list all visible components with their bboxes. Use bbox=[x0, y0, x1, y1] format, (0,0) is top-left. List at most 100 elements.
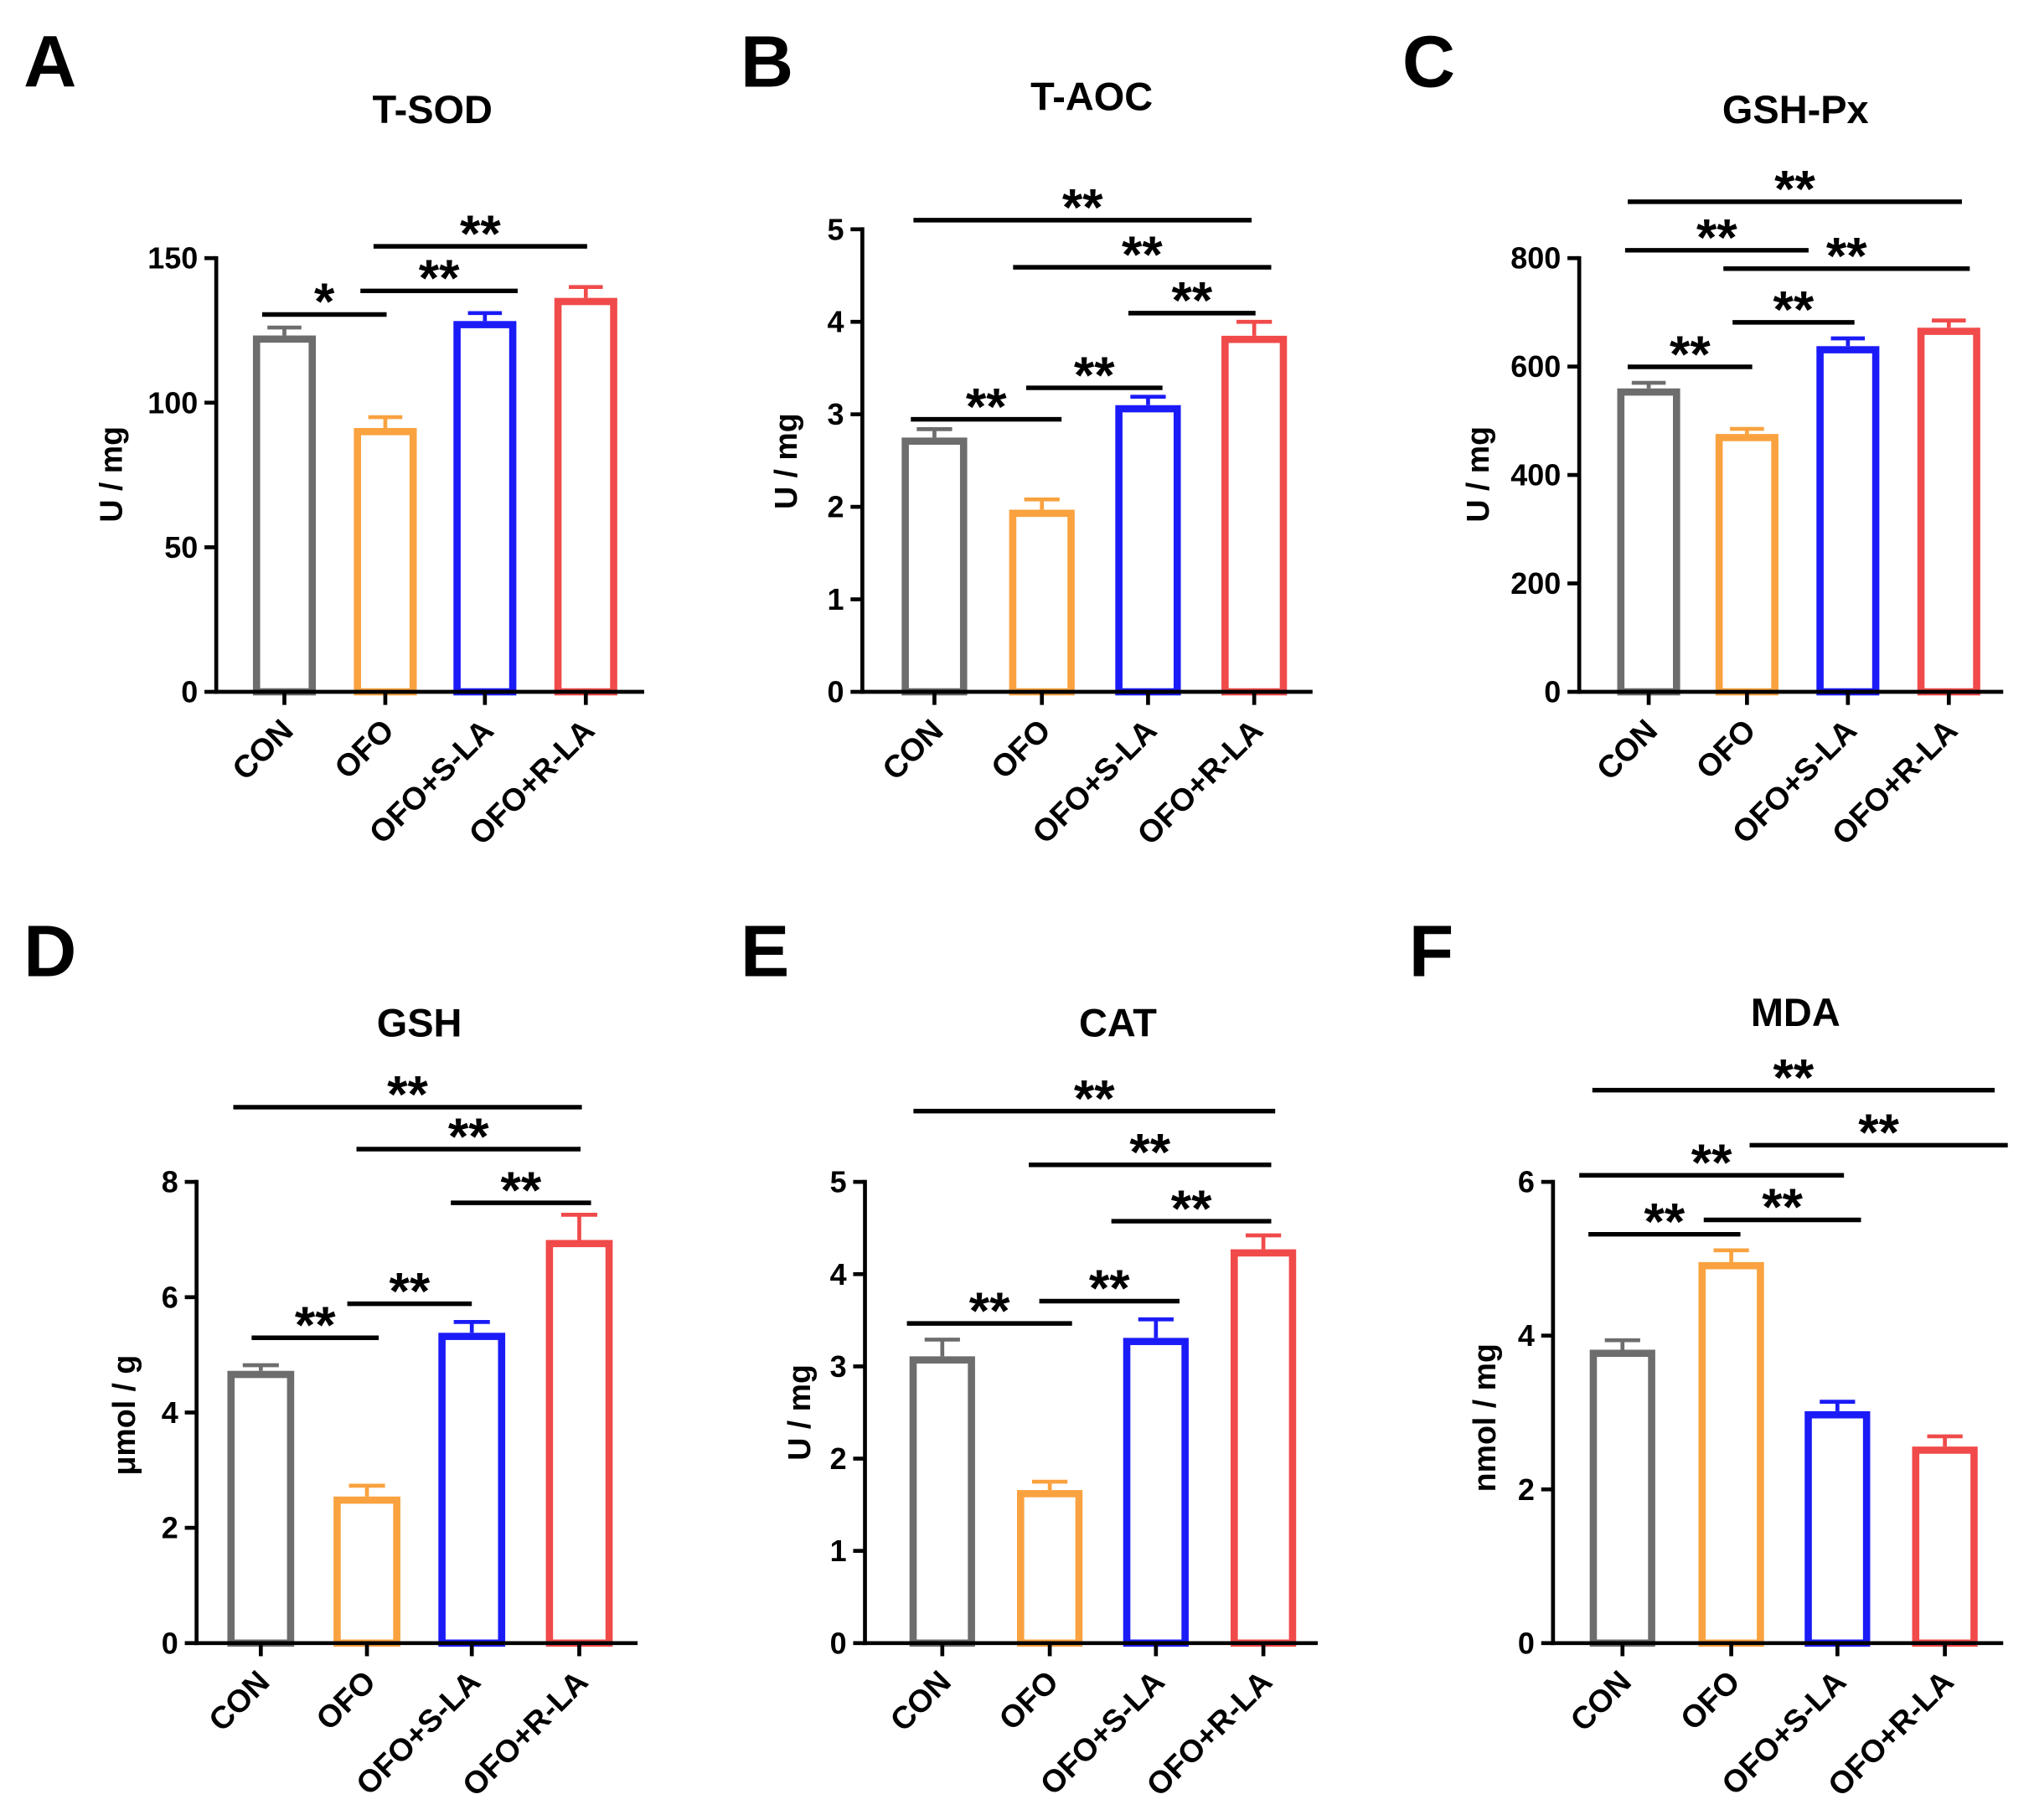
significance-label: ** bbox=[295, 1297, 336, 1355]
bar-ofo-r-la bbox=[545, 1240, 613, 1647]
significance-marker: ** bbox=[360, 250, 518, 308]
significance-label: ** bbox=[1074, 346, 1115, 405]
y-tick-label: 0 bbox=[162, 1626, 178, 1660]
significance-label: ** bbox=[969, 1281, 1010, 1340]
significance-marker: ** bbox=[233, 1065, 582, 1124]
y-tick-label: 50 bbox=[164, 530, 198, 565]
significance-marker: ** bbox=[1029, 1123, 1272, 1182]
y-axis-label: U / mg bbox=[1460, 426, 1495, 523]
significance-label: ** bbox=[1696, 209, 1737, 267]
significance-marker: ** bbox=[373, 204, 587, 263]
bar-con bbox=[1589, 1349, 1655, 1647]
bar-ofo bbox=[354, 428, 417, 696]
y-axis-label: U / mg bbox=[768, 413, 803, 509]
bar-ofo-r-la bbox=[1912, 1446, 1978, 1647]
error-bar-ofo-r-la bbox=[1236, 319, 1273, 336]
significance-marker: ** bbox=[1624, 209, 1809, 267]
significance-label: ** bbox=[460, 204, 501, 263]
y-tick-label: 1 bbox=[827, 582, 844, 616]
significance-marker: ** bbox=[1039, 1260, 1180, 1318]
bar-ofo-s-la bbox=[1115, 405, 1181, 696]
significance-marker: ** bbox=[911, 378, 1062, 436]
y-tick-label: 2 bbox=[830, 1441, 847, 1476]
significance-label: ** bbox=[1691, 1134, 1732, 1193]
error-bar-ofo-s-la bbox=[467, 311, 503, 322]
significance-label: ** bbox=[1826, 227, 1867, 286]
significance-label: ** bbox=[966, 378, 1007, 436]
chart-title: GSH bbox=[377, 1001, 462, 1044]
error-bar-ofo-r-la bbox=[1245, 1233, 1282, 1250]
significance-marker: ** bbox=[1128, 271, 1256, 330]
chart-title: T-SOD bbox=[373, 88, 493, 131]
panel-letter: B bbox=[741, 20, 793, 102]
error-bar-ofo bbox=[1031, 1479, 1068, 1491]
significance-label: * bbox=[314, 273, 335, 332]
y-axis-label: nmol / mg bbox=[1467, 1343, 1502, 1492]
y-tick-label: 2 bbox=[162, 1511, 178, 1545]
error-bar-ofo-r-la bbox=[1927, 1434, 1963, 1447]
significance-label: ** bbox=[1129, 1123, 1170, 1182]
significance-marker: ** bbox=[251, 1297, 379, 1355]
bar-ofo-s-la bbox=[1123, 1338, 1189, 1647]
significance-label: ** bbox=[1774, 160, 1815, 219]
error-bar-ofo-r-la bbox=[560, 1213, 598, 1240]
significance-label: ** bbox=[1172, 271, 1213, 330]
y-tick-label: 4 bbox=[162, 1395, 178, 1430]
significance-marker: ** bbox=[1732, 281, 1855, 339]
y-tick-label: 0 bbox=[1518, 1626, 1535, 1660]
bar-ofo bbox=[1009, 509, 1075, 696]
significance-label: ** bbox=[1773, 281, 1815, 339]
y-tick-label: 5 bbox=[827, 212, 844, 246]
significance-marker: ** bbox=[1588, 1193, 1741, 1251]
y-tick-label: 800 bbox=[1510, 241, 1561, 276]
bar-con bbox=[252, 335, 317, 696]
y-tick-label: 3 bbox=[830, 1349, 847, 1384]
significance-label: ** bbox=[1762, 1178, 1803, 1237]
bar-con bbox=[227, 1370, 295, 1647]
error-bar-ofo bbox=[1713, 1248, 1749, 1262]
bar-ofo-s-la bbox=[1804, 1410, 1871, 1647]
y-tick-label: 6 bbox=[162, 1280, 178, 1314]
panel-letter: E bbox=[741, 910, 789, 992]
y-tick-label: 600 bbox=[1510, 349, 1561, 384]
significance-label: ** bbox=[1644, 1193, 1685, 1251]
bar-ofo-s-la bbox=[1816, 346, 1880, 696]
significance-label: ** bbox=[1122, 225, 1163, 284]
error-bar-ofo-s-la bbox=[1820, 1400, 1856, 1411]
significance-label: ** bbox=[1171, 1179, 1212, 1238]
y-tick-label: 4 bbox=[1518, 1318, 1535, 1353]
error-bar-ofo bbox=[368, 415, 403, 429]
error-bar-ofo bbox=[1730, 426, 1764, 435]
error-bar-con bbox=[924, 1338, 960, 1357]
significance-label: ** bbox=[501, 1161, 542, 1219]
error-bar-con bbox=[242, 1363, 279, 1371]
y-axis-label: U / mg bbox=[782, 1364, 817, 1461]
panel-letter: F bbox=[1409, 910, 1454, 992]
significance-marker: ** bbox=[1025, 346, 1163, 405]
significance-marker: ** bbox=[1628, 325, 1753, 384]
significance-marker: ** bbox=[1703, 1178, 1861, 1237]
bar-ofo-r-la bbox=[1917, 327, 1980, 696]
error-bar-ofo-s-la bbox=[1138, 1317, 1174, 1338]
significance-marker: ** bbox=[1628, 160, 1962, 219]
y-tick-label: 0 bbox=[827, 675, 844, 709]
significance-marker: ** bbox=[347, 1262, 472, 1321]
y-tick-label: 150 bbox=[147, 241, 198, 276]
significance-label: ** bbox=[448, 1107, 489, 1166]
significance-marker: ** bbox=[906, 1281, 1072, 1340]
chart-title: T-AOC bbox=[1030, 75, 1153, 118]
y-tick-label: 0 bbox=[181, 675, 198, 709]
error-bar-ofo-s-la bbox=[1830, 336, 1866, 347]
chart-title: CAT bbox=[1079, 1001, 1157, 1044]
chart-title: MDA bbox=[1751, 991, 1840, 1034]
significance-marker: ** bbox=[1723, 227, 1970, 286]
y-tick-label: 400 bbox=[1510, 458, 1561, 492]
significance-marker: ** bbox=[356, 1107, 581, 1166]
panel-letter: A bbox=[23, 20, 76, 102]
significance-label: ** bbox=[1089, 1260, 1130, 1318]
y-tick-label: 100 bbox=[147, 385, 198, 420]
y-tick-label: 1 bbox=[830, 1534, 847, 1568]
chart-title: GSH-Px bbox=[1722, 88, 1869, 131]
